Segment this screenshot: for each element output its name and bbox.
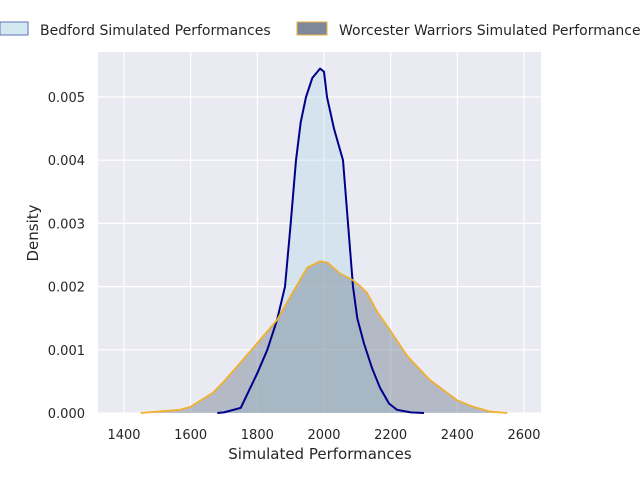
x-tick-label: 1600 <box>174 428 207 443</box>
y-tick-label: 0.000 <box>48 407 85 422</box>
legend: Bedford Simulated Performances Worcester… <box>0 21 640 39</box>
legend-label-worcester: Worcester Warriors Simulated Performance… <box>339 23 640 39</box>
y-tick-label: 0.001 <box>48 344 85 359</box>
legend-swatch-bedford <box>0 21 29 36</box>
x-tick-label: 1400 <box>107 428 140 443</box>
y-tick-label: 0.004 <box>48 154 85 169</box>
y-axis-label: Density <box>24 204 42 261</box>
x-tick-label: 2000 <box>307 428 340 443</box>
worcester-density-fill <box>140 261 508 413</box>
legend-label-bedford: Bedford Simulated Performances <box>40 23 271 39</box>
x-axis-label: Simulated Performances <box>228 445 412 463</box>
x-tick-label: 2600 <box>507 428 540 443</box>
worcester-density-line <box>140 260 508 414</box>
plot-area <box>98 52 541 413</box>
legend-swatch-worcester <box>296 21 328 36</box>
y-tick-label: 0.002 <box>48 281 85 296</box>
bedford-density-fill <box>217 68 424 413</box>
bedford-density-line <box>217 67 425 414</box>
y-tick-label: 0.003 <box>48 217 85 232</box>
x-tick-label: 2200 <box>374 428 407 443</box>
y-tick-label: 0.005 <box>48 91 85 106</box>
x-tick-label: 2400 <box>441 428 474 443</box>
x-tick-label: 1800 <box>241 428 274 443</box>
